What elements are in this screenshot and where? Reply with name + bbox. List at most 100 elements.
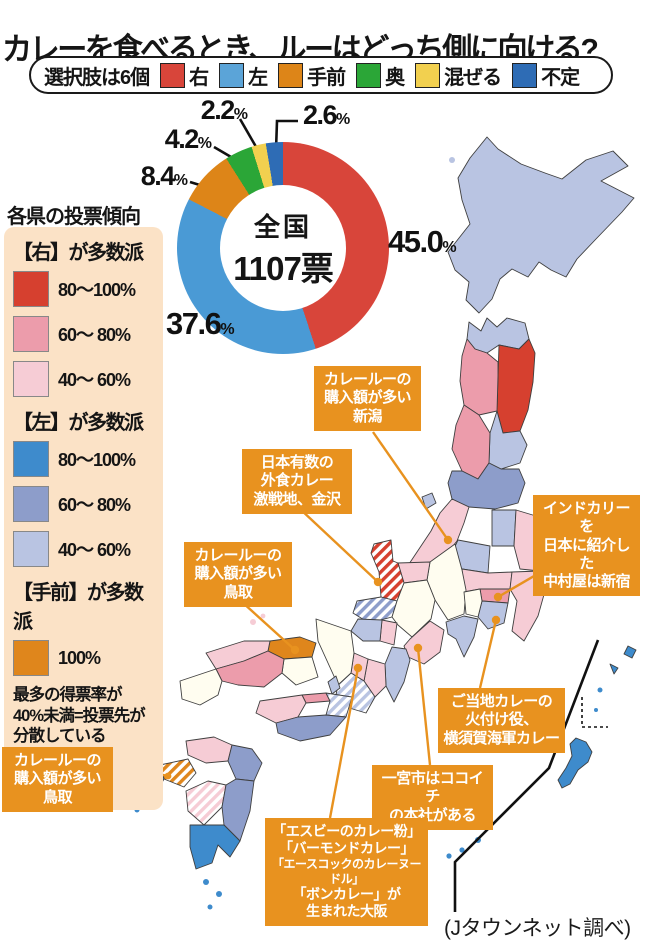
donut-label-right: 45.0% <box>388 224 457 259</box>
connector-dot-saga <box>164 772 172 780</box>
connector-dot-yokosuka <box>491 615 501 625</box>
prefecture-yamaguchi <box>179 668 223 706</box>
callout-shinjuku: インドカリーを 日本に紹介した 中村屋は新宿 <box>533 495 640 597</box>
option-swatch-front <box>278 62 304 88</box>
prefecture-shiga <box>379 619 398 646</box>
prefecture-ishikawa <box>370 539 405 602</box>
connector-ichinomiya <box>416 647 432 766</box>
connector-osaka <box>328 667 360 819</box>
prefecture-mie <box>384 646 411 703</box>
connector-kanazawa <box>298 507 379 583</box>
callout-ichinomiya: 一宮市はココイチ の本社がある <box>372 765 493 830</box>
prefecture-saga <box>159 758 197 788</box>
option-label-front: 手前 <box>307 66 346 89</box>
prefecture-kumamoto <box>185 780 227 826</box>
prefecture-sakishima-1 <box>446 853 452 859</box>
legend-swatch-right40 <box>13 361 49 397</box>
option-swatch-undecided <box>512 62 538 88</box>
prefecture-hiroshima <box>215 650 285 688</box>
legend-swatch-right60 <box>13 316 49 352</box>
option-swatch-back <box>356 62 382 88</box>
donut-center-region: 全国 <box>253 211 312 242</box>
prefecture-kyoto <box>350 618 383 642</box>
prefecture-kochi <box>275 714 347 742</box>
prefecture-kagawa <box>301 692 331 704</box>
options-legend-label: 選択肢は6個 <box>44 66 150 89</box>
prefecture-amami <box>207 904 213 910</box>
prefecture-hokkaido <box>447 136 635 314</box>
option-swatch-mix <box>415 62 441 88</box>
callout-niigata: カレールーの 購入額が多い 新潟 <box>314 366 421 431</box>
option-label-left: 左 <box>248 66 268 89</box>
legend-swatch-left60 <box>13 486 49 522</box>
callout-osaka: 「エスビーのカレー粉」 「バーモンドカレー」 「エースコックのカレーヌードル」 … <box>265 818 428 926</box>
okinawa-inset-divider <box>453 639 600 912</box>
legend-row: 40〜 60% <box>13 531 154 567</box>
prefecture-tokushima <box>325 692 353 718</box>
option-label-back: 奥 <box>385 66 405 89</box>
option-label-undecided: 不定 <box>541 66 580 89</box>
donut-label-mix: 2.2% <box>200 95 248 125</box>
prefecture-fukuoka <box>185 736 233 764</box>
national-donut-chart: 全国 1107票 <box>177 142 389 354</box>
prefecture-shizuoka <box>445 615 479 658</box>
connector-dot-kanazawa <box>373 577 383 587</box>
connector-dot-tottori <box>290 645 300 655</box>
prefecture-iwate <box>496 338 536 434</box>
prefecture-sakishima-2 <box>459 847 465 853</box>
prefecture-okinawa-north-2 <box>609 663 619 675</box>
callout-saga: カレールーの 購入額が多い 鳥取 <box>2 747 113 812</box>
connector-dot-osaka <box>353 663 363 673</box>
prefecture-yakushima <box>203 879 209 885</box>
legend-row: 60〜 80% <box>13 316 154 352</box>
prefecture-yamanashi <box>463 588 483 618</box>
legend-row: 40〜 60% <box>13 361 154 397</box>
legend-row: 80〜100% <box>13 441 154 477</box>
option-label-right: 右 <box>189 66 209 89</box>
prefecture-kanagawa <box>477 600 509 630</box>
connector-yokosuka <box>478 619 498 689</box>
prefecture-okayama <box>281 656 319 686</box>
source-credit: (Jタウンネット調べ) <box>444 917 631 940</box>
legend-row: 80〜100% <box>13 271 154 307</box>
prefecture-okinawa-north-3 <box>597 687 603 693</box>
connector-dot-shinjuku <box>493 592 503 602</box>
prefecture-tochigi <box>491 509 517 547</box>
map-legend-panel: 【右】が多数派 80〜100% 60〜 80% 40〜 60% 【左】が多数派 … <box>4 227 163 810</box>
option-label-mix: 混ぜる <box>444 66 502 89</box>
legend-section-left-title: 【左】が多数派 <box>13 412 144 434</box>
prefecture-oki-islands <box>250 619 256 625</box>
prefecture-hyogo <box>315 618 355 686</box>
prefecture-akita <box>459 338 499 416</box>
connector-dot-ichinomiya <box>413 643 423 653</box>
options-legend: 選択肢は6個 右 左 手前 奥 混ぜる 不定 <box>29 56 613 94</box>
prefecture-kagoshima <box>189 824 241 870</box>
legend-section-front-title: 【手前】が多数派 <box>13 582 144 633</box>
prefecture-okinawa-north-4 <box>594 708 598 712</box>
prefecture-aichi <box>403 620 445 665</box>
legend-swatch-left40 <box>13 531 49 567</box>
prefecture-miyazaki <box>221 778 255 842</box>
callout-tottori: カレールーの 購入額が多い 鳥取 <box>184 542 292 607</box>
legend-note: 最多の得票率が 40%未満=投票先が 分散している <box>13 686 146 746</box>
prefecture-okinawa-north-1 <box>623 645 637 659</box>
prefecture-yamagata <box>451 404 491 480</box>
legend-row: 100% <box>13 640 154 676</box>
donut-center-label: 全国 1107票 <box>220 185 346 311</box>
connector-niigata <box>372 431 449 541</box>
option-swatch-left <box>219 62 245 88</box>
option-swatch-right <box>160 62 186 88</box>
legend-section-right-title: 【右】が多数派 <box>13 242 144 264</box>
legend-swatch-left80 <box>13 441 49 477</box>
donut-label-undecided: 2.6% <box>303 100 351 130</box>
legend-row: 60〜 80% <box>13 486 154 522</box>
donut-label-front: 8.4% <box>140 161 188 191</box>
connector-tottori <box>241 601 296 651</box>
prefecture-tanegashima <box>216 891 222 897</box>
map-legend-heading: 各県の投票傾向 <box>7 206 141 228</box>
leader-futei <box>274 119 298 151</box>
donut-label-back: 4.2% <box>164 124 212 154</box>
prefecture-oita <box>227 744 263 782</box>
prefecture-oki-islands-2 <box>260 613 266 619</box>
